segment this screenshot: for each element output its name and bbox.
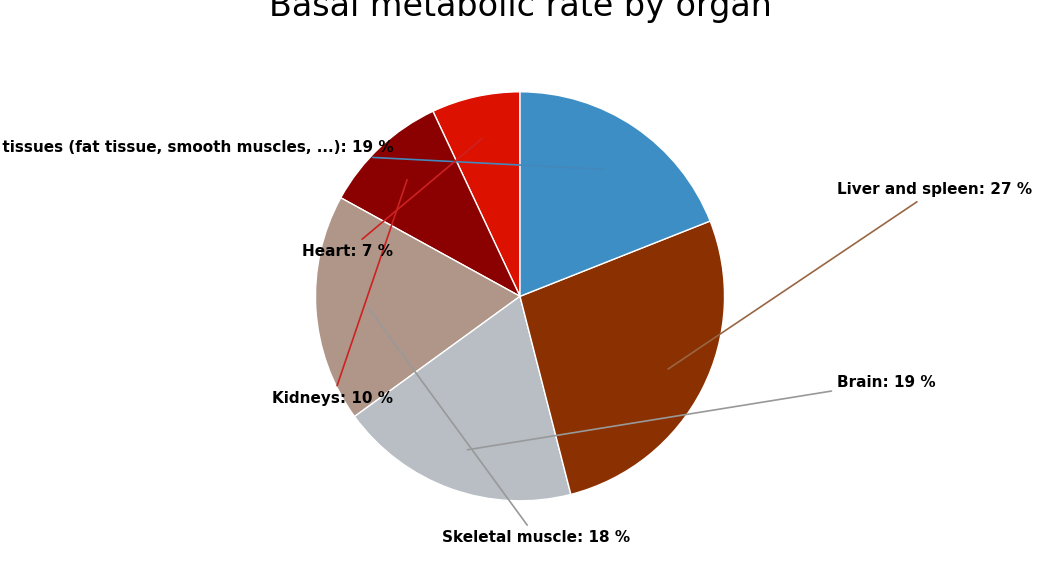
Wedge shape — [315, 198, 520, 417]
Text: Other tissues (fat tissue, smooth muscles, ...): 19 %: Other tissues (fat tissue, smooth muscle… — [0, 139, 603, 169]
Wedge shape — [355, 296, 571, 501]
Text: Heart: 7 %: Heart: 7 % — [303, 138, 483, 259]
Title: Basal metabolic rate by organ: Basal metabolic rate by organ — [268, 0, 772, 23]
Text: Liver and spleen: 27 %: Liver and spleen: 27 % — [668, 182, 1032, 369]
Text: Brain: 19 %: Brain: 19 % — [467, 375, 936, 450]
Wedge shape — [520, 92, 710, 296]
Wedge shape — [341, 112, 520, 296]
Wedge shape — [433, 92, 520, 296]
Wedge shape — [520, 221, 725, 494]
Text: Kidneys: 10 %: Kidneys: 10 % — [272, 180, 407, 406]
Text: Skeletal muscle: 18 %: Skeletal muscle: 18 % — [368, 308, 630, 545]
